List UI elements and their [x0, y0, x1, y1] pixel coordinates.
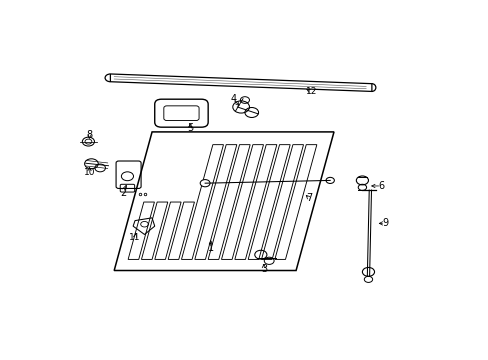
Text: 11: 11	[129, 233, 141, 242]
Text: 10: 10	[83, 168, 95, 177]
Text: 6: 6	[378, 181, 384, 191]
Text: 9: 9	[381, 219, 387, 228]
Circle shape	[200, 180, 210, 187]
Text: 7: 7	[305, 193, 312, 203]
Text: 2: 2	[120, 188, 126, 198]
Text: 12: 12	[305, 87, 316, 96]
Text: 4: 4	[230, 94, 236, 104]
Text: 3: 3	[260, 264, 266, 274]
Circle shape	[325, 177, 334, 184]
Text: 5: 5	[186, 123, 193, 133]
Text: 8: 8	[86, 130, 92, 140]
Text: 1: 1	[207, 243, 213, 253]
